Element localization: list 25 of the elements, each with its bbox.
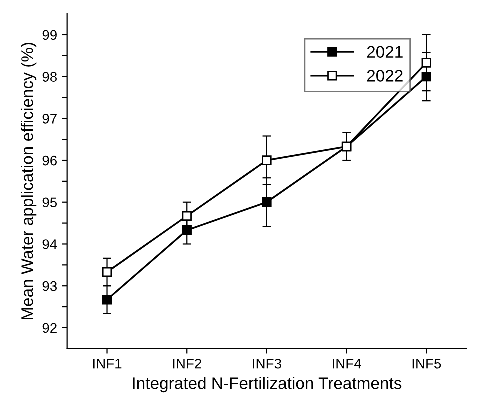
legend-label: 2022	[367, 70, 403, 82]
y-tick-label: 95	[42, 198, 58, 208]
x-tick-label: INF4	[333, 359, 362, 369]
legend-label: 2021	[367, 46, 403, 58]
point	[422, 58, 432, 68]
y-tick-label: 98	[42, 72, 58, 82]
y-tick-label: 97	[42, 114, 57, 124]
x-axis-title: Integrated N-Fertilization Treatments	[133, 377, 402, 393]
point	[182, 226, 192, 236]
y-tick-label: 94	[42, 240, 58, 250]
y-tick-label: 96	[42, 156, 58, 166]
x-tick-label: INF2	[173, 358, 202, 369]
y-tick-label: 92	[42, 323, 57, 334]
x-tick-label: INF5	[412, 359, 442, 369]
point	[262, 156, 272, 166]
point	[182, 211, 192, 222]
x-tick-label: INF1	[94, 359, 122, 369]
x-tick-label: INF3	[253, 358, 282, 369]
y-tick-label: 93	[42, 281, 58, 292]
y-axis-title: Mean Water application efficiency (%)	[21, 43, 37, 320]
point	[102, 295, 112, 305]
y-tick-label: 99	[42, 30, 57, 40]
point	[262, 198, 272, 208]
point	[422, 72, 432, 82]
point	[102, 267, 112, 278]
